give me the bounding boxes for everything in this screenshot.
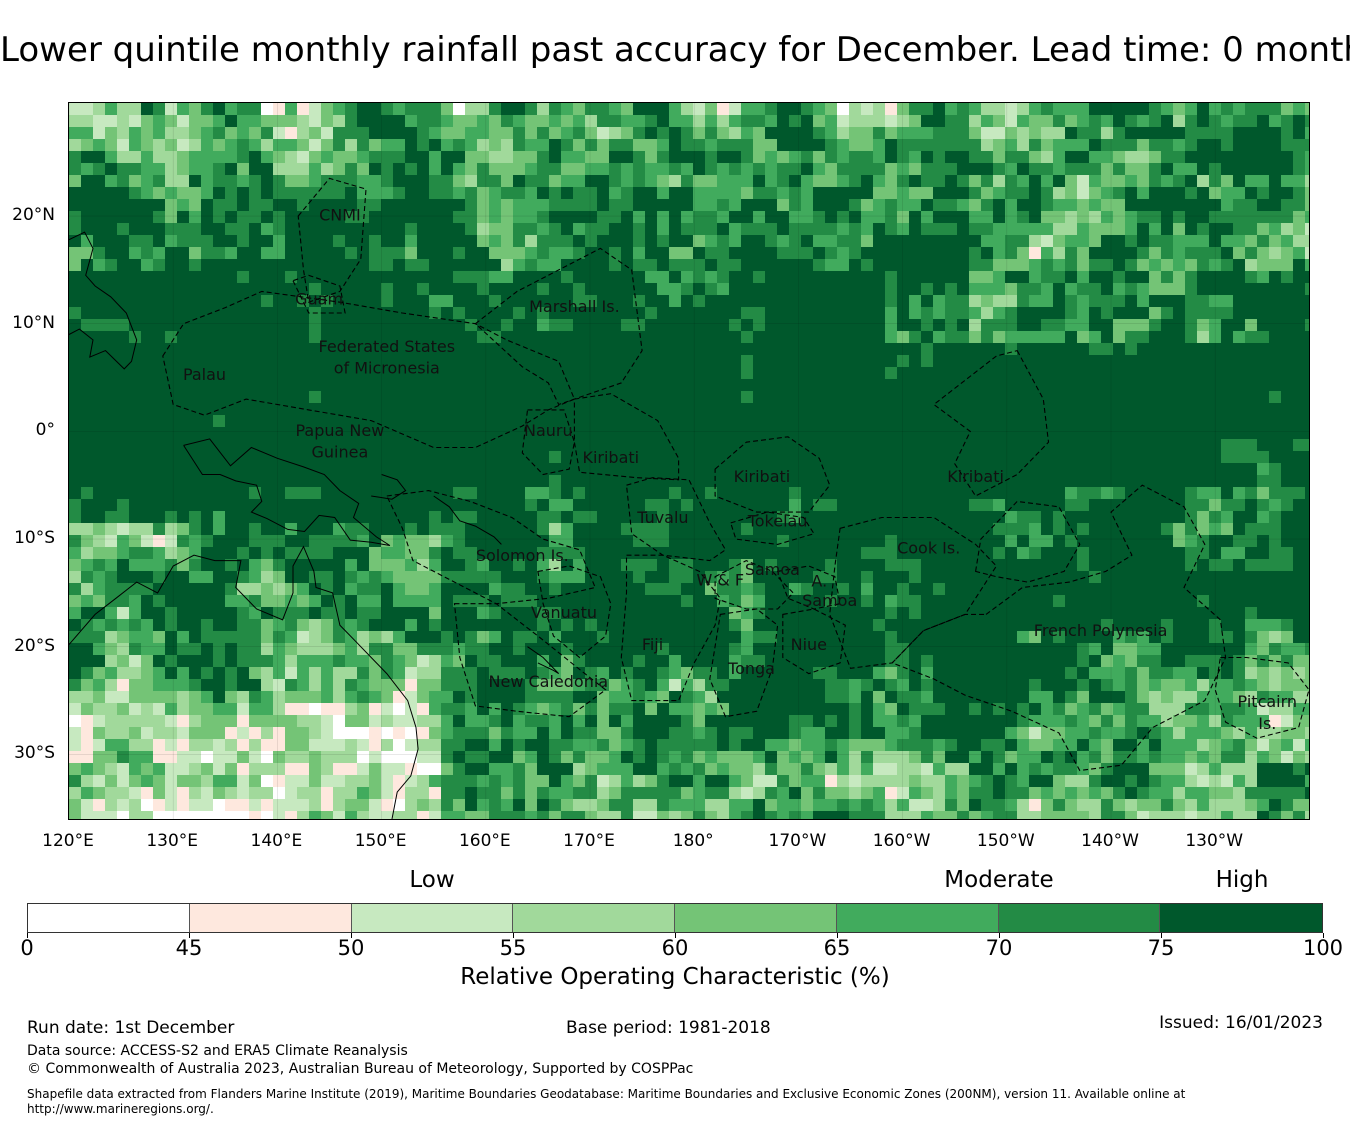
category-label: High	[1215, 867, 1269, 893]
longitude-tick-label: 140°E	[250, 831, 303, 851]
colorbar-tick	[999, 933, 1000, 938]
colorbar-tick	[837, 933, 838, 938]
colorbar-bin	[513, 904, 675, 932]
colorbar-bin	[998, 904, 1161, 932]
colorbar-tick-label: 100	[1302, 936, 1344, 960]
issued-date: Issued: 16/01/2023	[1159, 1013, 1323, 1033]
region-label: Is.	[1258, 714, 1276, 733]
region-label: Solomon Is.	[476, 546, 569, 565]
region-label: Guinea	[312, 442, 369, 461]
region-label: Federated States	[318, 337, 455, 356]
colorbar-tick-label: 45	[175, 936, 203, 960]
longitude-tick-label: 170°W	[768, 831, 827, 851]
map-canvas: CNMI Guam Marshall Is. Federated States of M…	[69, 103, 1309, 819]
chart-title: Lower quintile monthly rainfall past acc…	[0, 30, 1350, 70]
colorbar-bin	[28, 904, 190, 932]
region-label: Papua New	[295, 421, 384, 440]
colorbar-bin	[351, 904, 514, 932]
region-label: Nauru	[524, 421, 573, 440]
region-label: Palau	[183, 365, 226, 384]
region-label: W & F	[696, 571, 744, 590]
latitude-tick-label: 20°N	[12, 205, 55, 226]
latitude-tick-label: 10°N	[12, 312, 55, 333]
region-label: Cook Is.	[897, 538, 960, 557]
region-label: Kiribati	[947, 467, 1004, 486]
colorbar-tick-label: 65	[823, 936, 851, 960]
shapefile-credit: Shapefile data extracted from Flanders M…	[27, 1087, 1186, 1101]
category-label: Moderate	[944, 867, 1054, 893]
longitude-tick-label: 180°	[672, 831, 714, 851]
region-label: A.	[811, 572, 827, 591]
colorbar-tick-label: 55	[499, 936, 527, 960]
colorbar-tick	[189, 933, 190, 938]
region-label: Guam	[295, 290, 343, 309]
latitude-tick-label: 0°	[35, 420, 55, 441]
region-label: Fiji	[642, 635, 663, 654]
graticule	[69, 103, 1309, 819]
region-label: New Caledonia	[489, 672, 609, 691]
region-label: of Micronesia	[334, 358, 440, 377]
region-label: Vanuatu	[531, 603, 597, 622]
latitude-tick-label: 10°S	[14, 528, 55, 549]
region-label: Pitcairn	[1238, 692, 1298, 711]
category-label: Low	[409, 867, 455, 893]
longitude-tick-label: 120°E	[42, 831, 94, 851]
colorbar-tick	[675, 933, 676, 938]
region-label: Samoa	[745, 560, 800, 579]
coastlines	[69, 231, 560, 819]
latitude-tick-label: 20°S	[14, 635, 55, 656]
eez-boundaries	[162, 177, 1309, 772]
colorbar-tick	[1323, 933, 1324, 938]
longitude-tick-label: 150°E	[354, 831, 407, 851]
longitude-tick-label: 130°E	[146, 831, 199, 851]
colorbar-tick	[27, 933, 28, 938]
longitude-tick-label: 150°W	[976, 831, 1035, 851]
colorbar-bin	[675, 904, 837, 932]
colorbar-tick-label: 50	[337, 936, 365, 960]
colorbar	[27, 903, 1323, 933]
shapefile-url: http://www.marineregions.org/.	[27, 1102, 214, 1116]
colorbar-tick	[351, 933, 352, 938]
colorbar-tick	[1161, 933, 1162, 938]
region-label: Marshall Is.	[529, 297, 620, 316]
region-label: Tokelau	[747, 511, 808, 530]
longitude-tick-label: 130°W	[1185, 831, 1244, 851]
region-label: Kiribati	[734, 467, 791, 486]
roc-grid-cells	[69, 103, 1309, 819]
colorbar-tick-label: 70	[985, 936, 1013, 960]
colorbar-tick-label: 60	[661, 936, 689, 960]
region-label: French Polynesia	[1034, 621, 1168, 640]
roc-map: CNMI Guam Marshall Is. Federated States of M…	[68, 102, 1310, 820]
colorbar-bin	[189, 904, 352, 932]
colorbar-bin	[1160, 904, 1322, 932]
longitude-tick-label: 160°E	[458, 831, 511, 851]
colorbar-tick-label: 0	[20, 936, 34, 960]
longitude-tick-label: 160°W	[872, 831, 931, 851]
region-label: Kiribati	[582, 448, 639, 467]
data-source: Data source: ACCESS-S2 and ERA5 Climate …	[27, 1043, 408, 1059]
region-label: CNMI	[319, 206, 361, 225]
base-period: Base period: 1981-2018	[566, 1018, 771, 1038]
region-label: Tuvalu	[636, 508, 688, 527]
region-label: Tonga	[727, 659, 775, 678]
region-label: Samoa	[802, 591, 857, 610]
colorbar-tick	[513, 933, 514, 938]
run-date: Run date: 1st December	[27, 1018, 235, 1038]
latitude-tick-label: 30°S	[14, 743, 55, 764]
longitude-tick-label: 140°W	[1081, 831, 1139, 851]
colorbar-bin	[836, 904, 999, 932]
longitude-tick-label: 170°E	[563, 831, 615, 851]
colorbar-tick-label: 75	[1147, 936, 1175, 960]
region-label: Niue	[791, 635, 827, 654]
colorbar-axis-label: Relative Operating Characteristic (%)	[460, 964, 890, 990]
region-labels: CNMI Guam Marshall Is. Federated States of M…	[183, 206, 1297, 733]
copyright-notice: © Commonwealth of Australia 2023, Austra…	[27, 1061, 694, 1077]
